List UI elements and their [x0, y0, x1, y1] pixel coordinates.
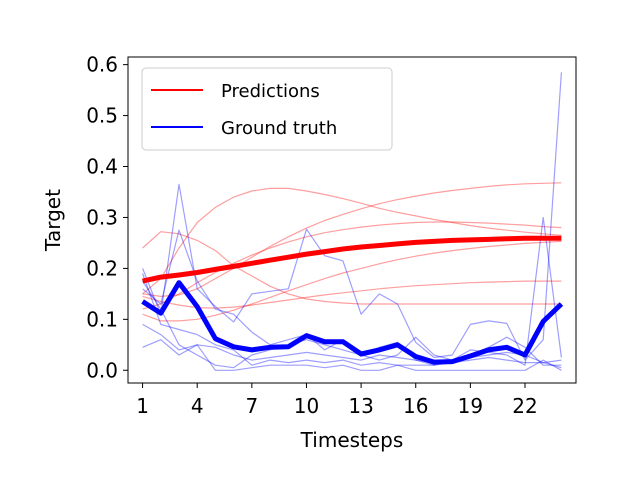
x-tick-label: 16	[403, 394, 428, 418]
y-axis-title: Target	[41, 189, 65, 252]
ground-truth-sample-line-3	[142, 339, 562, 371]
y-tick-label: 0.2	[86, 256, 118, 280]
y-tick-label: 0.0	[86, 358, 118, 382]
mean-prediction-line	[142, 235, 562, 284]
x-tick-label: 19	[458, 394, 483, 418]
y-tick-label: 0.6	[86, 53, 118, 77]
y-tick-label: 0.1	[86, 307, 118, 331]
plot-frame	[127, 56, 577, 384]
prediction-sample-line-5	[142, 240, 562, 322]
x-axis-title: Timesteps	[300, 428, 404, 452]
y-tick-label: 0.5	[86, 104, 118, 128]
ground-truth-sample-line-5	[142, 273, 562, 369]
legend-label-ground-truth: Ground truth	[221, 118, 337, 139]
prediction-sample-line-1	[142, 231, 562, 305]
x-tick-label: 7	[245, 394, 258, 418]
prediction-sample-line-4	[142, 221, 562, 310]
x-tick-label: 13	[348, 394, 373, 418]
prediction-sample-line-2	[142, 187, 562, 295]
ground-truth-sample-line-6	[142, 323, 562, 364]
x-tick-label: 10	[294, 394, 319, 418]
ground-truth-sample-line-4	[142, 280, 562, 369]
prediction-sample-line-6	[142, 280, 562, 309]
series-layer	[141, 72, 564, 371]
prediction-sample-line-3	[142, 182, 562, 297]
x-axis-ticks: 1 4 7 10 13 16 19 22	[136, 383, 538, 418]
legend-label-predictions: Predictions	[221, 81, 320, 102]
y-tick-label: 0.4	[86, 155, 118, 179]
x-tick-label: 22	[512, 394, 537, 418]
ground-truth-sample-line-1	[142, 72, 562, 361]
mean-ground-truth-line	[141, 280, 564, 365]
x-tick-label: 1	[136, 394, 149, 418]
legend-box	[141, 67, 393, 151]
legend: Predictions Ground truth	[141, 67, 393, 151]
x-tick-label: 4	[191, 394, 204, 418]
y-axis-ticks: 0.0 0.1 0.2 0.3 0.4 0.5 0.6	[86, 53, 128, 382]
y-tick-label: 0.3	[86, 205, 118, 229]
